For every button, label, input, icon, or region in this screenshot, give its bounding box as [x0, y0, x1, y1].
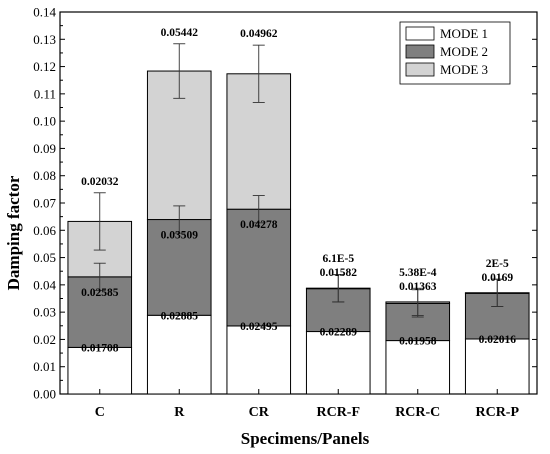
bars: [67, 70, 530, 395]
error-bars: [93, 43, 504, 318]
legend-swatch-mode-3: [405, 62, 435, 77]
data-label-mode-3: 6.1E-5: [322, 253, 354, 265]
data-label-mode-1: 0.02885: [161, 310, 199, 322]
bar-mode-2-rcr-f: [305, 287, 371, 333]
y-tick-label: 0.13: [33, 32, 56, 47]
data-labels: 0.01708 0.02585 0.02032 0.02885 0.03509 0.054…: [81, 27, 516, 355]
y-tick-label: 0.12: [33, 59, 56, 74]
x-tick-label-rcr-f: RCR-F: [316, 405, 360, 420]
bar-mode-1-cr: [226, 325, 292, 395]
x-tick-label-c: C: [95, 405, 105, 420]
y-tick-label: 0.09: [33, 141, 56, 156]
data-label-mode-3: 5.38E-4: [399, 267, 437, 279]
y-tick-label: 0.08: [33, 168, 56, 183]
legend-label-mode-1: MODE 1: [440, 26, 488, 41]
y-tick-label: 0.10: [33, 114, 56, 129]
bar-mode-1-rcr-f: [305, 331, 371, 395]
bar-mode-1-r: [146, 314, 212, 395]
y-tick-label: 0.07: [33, 196, 56, 211]
data-label-mode-2: 0.0169: [481, 272, 513, 284]
data-label-mode-1: 0.02289: [320, 327, 358, 339]
bar-mode-2-cr: [226, 208, 292, 327]
y-tick-label: 0.06: [33, 223, 56, 238]
y-axis-title: Damping factor: [4, 175, 23, 290]
x-tick-label-cr: CR: [249, 405, 270, 420]
axes: 0.00 0.01 0.02 0.03 0.04 0.05 0.06 0.07 0.08 0.09…: [33, 5, 537, 420]
y-tick-label: 0.03: [33, 305, 56, 320]
y-tick-label: 0.02: [33, 332, 56, 347]
legend-label-mode-3: MODE 3: [440, 62, 488, 77]
data-label-mode-1: 0.02016: [479, 334, 517, 346]
x-tick-label-r: R: [174, 405, 185, 420]
legend: MODE 1 MODE 2 MODE 3: [399, 21, 511, 85]
data-label-mode-3: 0.05442: [161, 27, 199, 39]
y-tick-label: 0.04: [33, 277, 56, 292]
x-axis-title: Specimens/Panels: [241, 429, 370, 448]
data-label-mode-2: 0.02585: [81, 287, 119, 299]
bar-mode-1-rcr-c: [385, 340, 451, 395]
data-label-mode-2: 0.04278: [240, 219, 278, 231]
data-label-mode-1: 0.01958: [399, 336, 437, 348]
y-tick-label: 0.14: [33, 5, 56, 20]
y-tick-label: 0.00: [33, 387, 56, 402]
x-tick-label-rcr-p: RCR-P: [475, 405, 519, 420]
y-tick-label: 0.01: [33, 359, 56, 374]
legend-swatch-mode-1: [405, 26, 435, 41]
y-tick-label: 0.05: [33, 250, 56, 265]
y-tick-label: 0.11: [34, 86, 56, 101]
data-label-mode-1: 0.01708: [81, 342, 119, 354]
data-label-mode-3: 0.04962: [240, 28, 278, 40]
data-label-mode-1: 0.02495: [240, 321, 278, 333]
data-label-mode-2: 0.01582: [320, 267, 358, 279]
data-label-mode-3: 2E-5: [486, 258, 509, 270]
data-label-mode-3: 0.02032: [81, 176, 119, 188]
legend-swatch-mode-2: [405, 44, 435, 59]
x-tick-label-rcr-c: RCR-C: [395, 405, 440, 420]
data-label-mode-2: 0.01363: [399, 281, 437, 293]
data-label-mode-2: 0.03509: [161, 230, 199, 242]
bar-mode-1-rcr-p: [464, 338, 530, 395]
legend-label-mode-2: MODE 2: [440, 44, 488, 59]
